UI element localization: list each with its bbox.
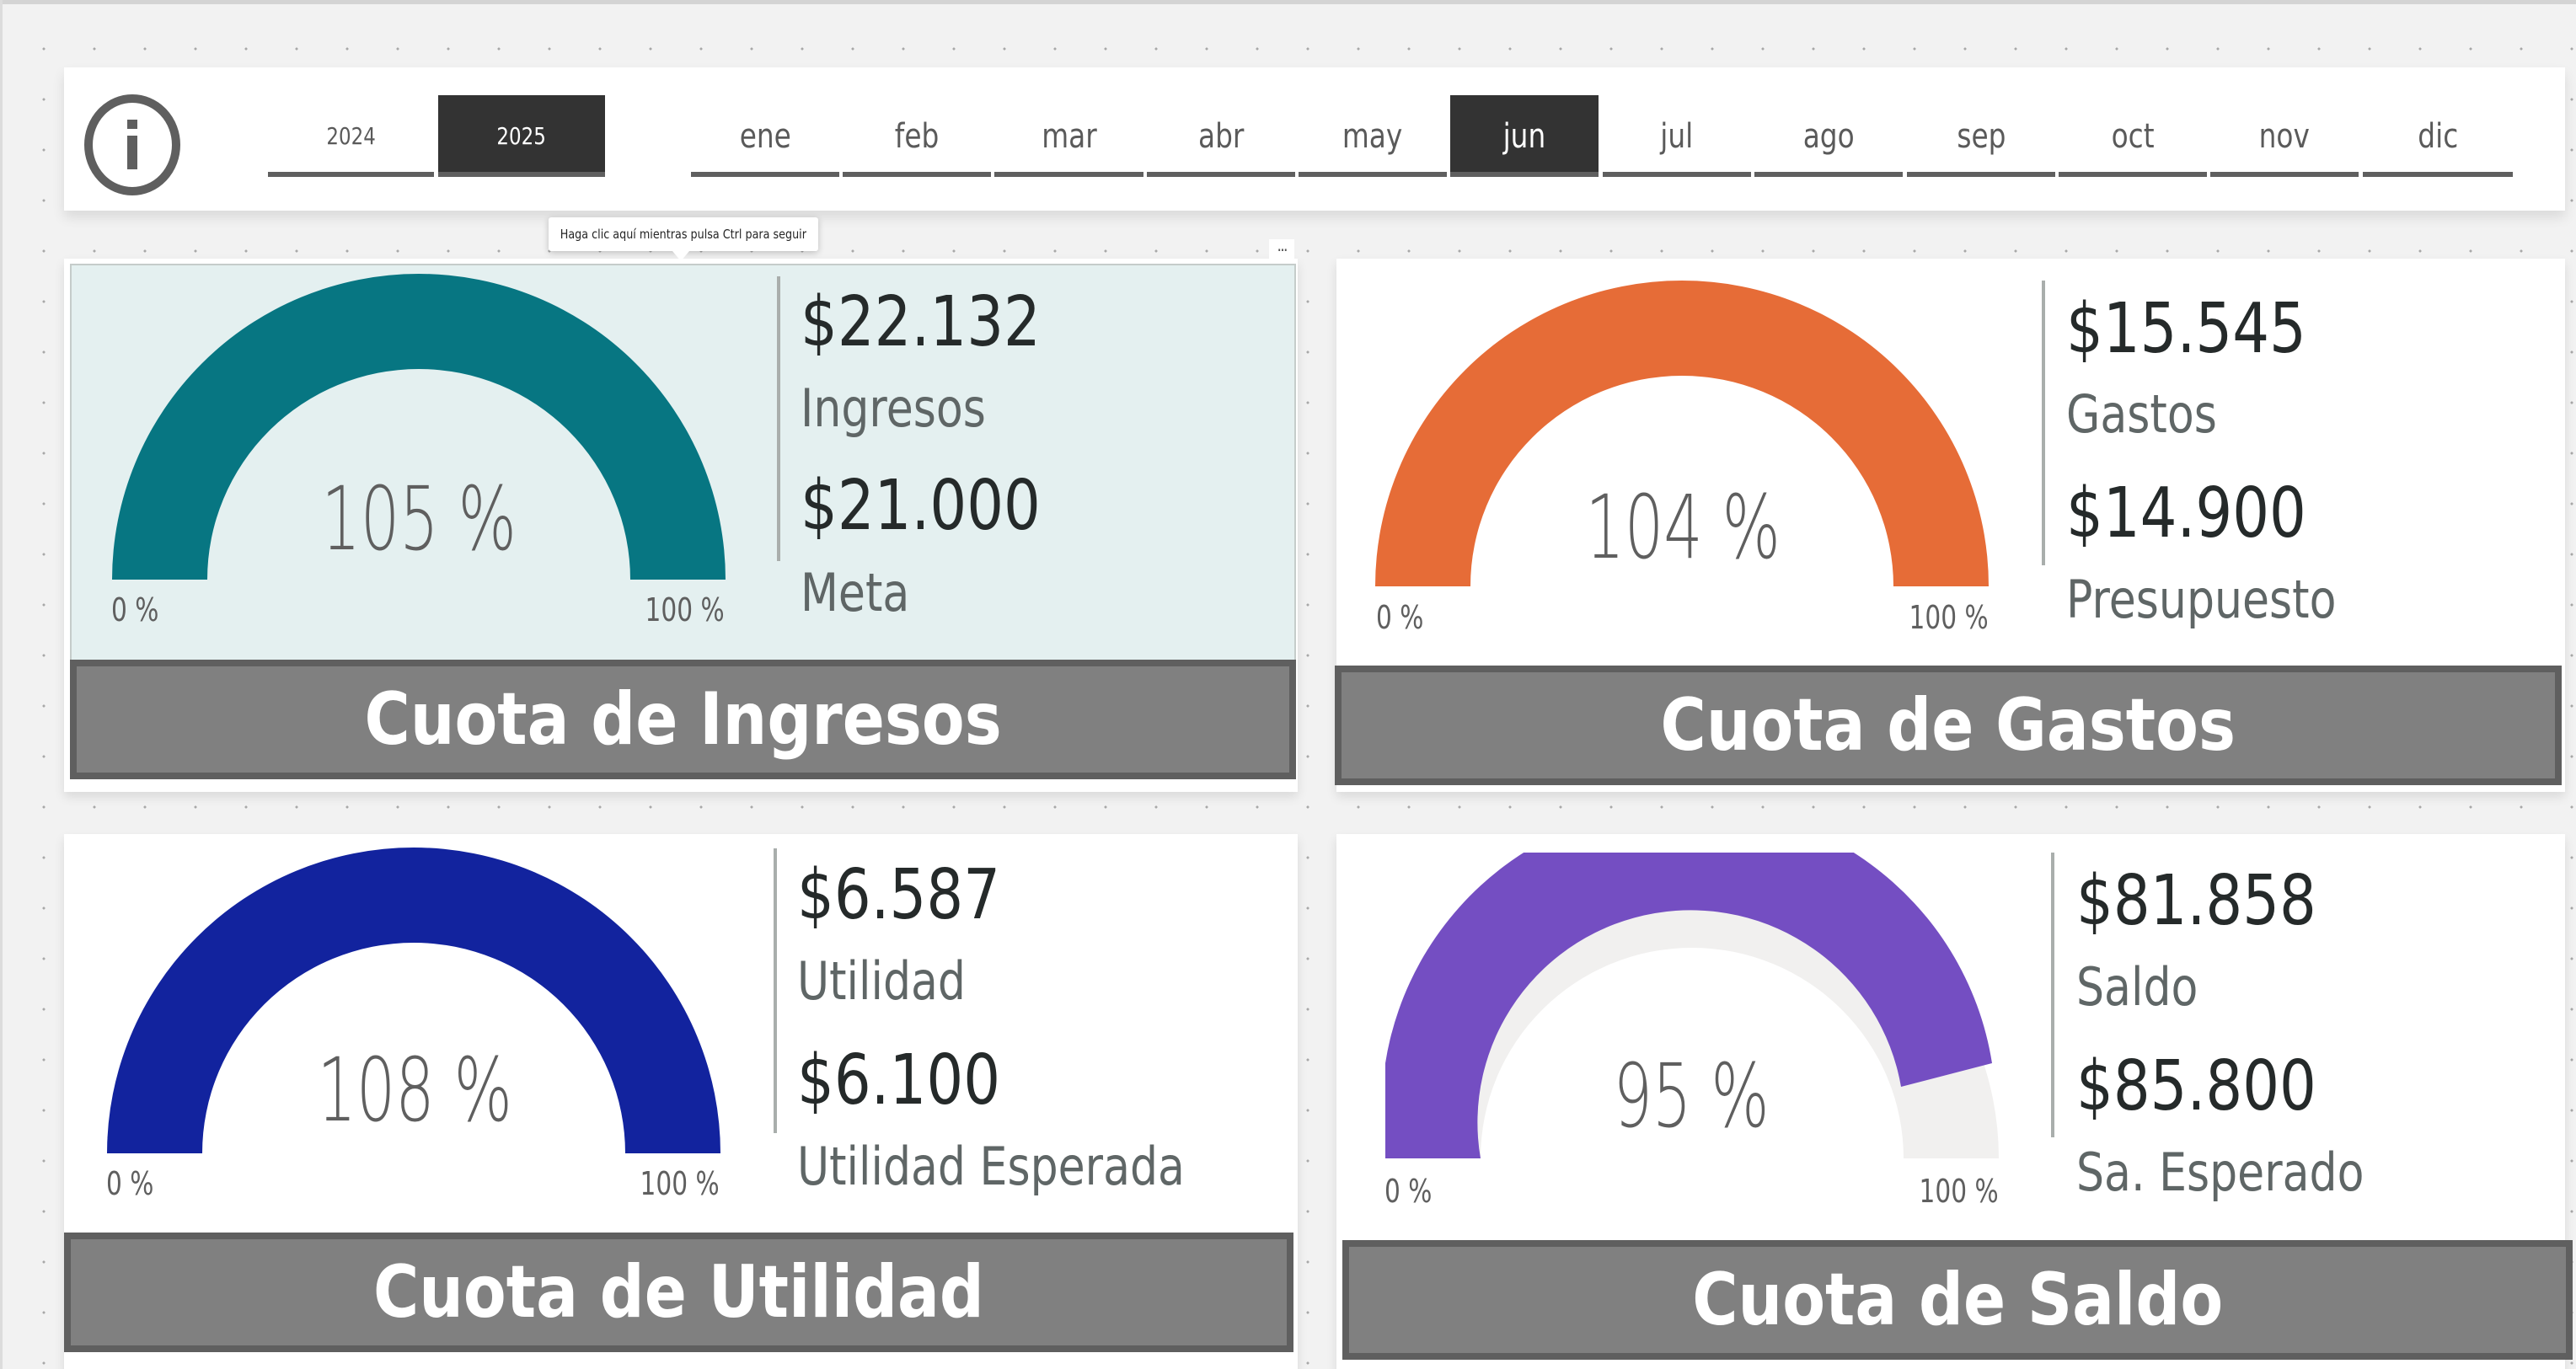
gauge-saldo[interactable] (1385, 853, 1999, 1161)
kpi-value-label: Ingresos (801, 377, 986, 439)
kpi-value: $81.858 (2076, 861, 2316, 941)
year-tile-2025[interactable]: 2025 (438, 95, 605, 177)
kpi-value: $22.132 (801, 282, 1041, 362)
month-label: ago (1802, 116, 1855, 156)
month-label: abr (1197, 116, 1245, 156)
month-label: dic (2418, 116, 2458, 156)
card-title-band: Cuota de Saldo (1342, 1240, 2573, 1360)
gauge-min-label: 0 % (111, 591, 159, 628)
gauge-min-label: 0 % (106, 1165, 154, 1202)
gauge-percent-label: 108 % (317, 1039, 512, 1142)
gauge-max-label: 100 % (640, 1165, 720, 1202)
kpi-target: $85.800 (2076, 1046, 2316, 1126)
gauge-gastos[interactable] (1375, 281, 1989, 589)
kpi-value-label: Gastos (2066, 383, 2217, 445)
month-tile-may[interactable]: may (1299, 95, 1447, 177)
gauge-min-label: 0 % (1384, 1173, 1433, 1210)
month-tile-ene[interactable]: ene (691, 95, 839, 177)
gauge-percent-label: 104 % (1585, 476, 1781, 579)
gauge-percent-label: 95 % (1613, 1045, 1770, 1147)
month-tile-abr[interactable]: abr (1147, 95, 1295, 177)
month-tile-oct[interactable]: oct (2059, 95, 2207, 177)
window-left-border (0, 0, 3, 1369)
card-title-band: Cuota de Gastos (1335, 666, 2562, 785)
window-top-border (0, 0, 2576, 4)
month-label: nov (2258, 116, 2311, 156)
info-circle-icon[interactable] (84, 94, 182, 195)
month-label: oct (2111, 116, 2155, 156)
year-label: 2024 (326, 122, 376, 150)
gauge-max-label: 100 % (645, 591, 725, 628)
gauge-ingresos[interactable] (112, 274, 726, 582)
gauge-percent-label: 105 % (321, 468, 517, 570)
month-label: jun (1502, 116, 1546, 156)
gauge-max-label: 100 % (1919, 1173, 1999, 1210)
kpi-value-label: Saldo (2076, 956, 2198, 1018)
month-label: feb (894, 116, 940, 156)
kpi-divider (2042, 281, 2045, 565)
more-options-button[interactable]: ... (1269, 237, 1294, 259)
month-label: sep (1956, 116, 2006, 156)
month-tile-mar[interactable]: mar (994, 95, 1143, 177)
month-tile-feb[interactable]: feb (843, 95, 991, 177)
month-tile-nov[interactable]: nov (2210, 95, 2359, 177)
month-label: may (1342, 116, 1403, 156)
month-label: jul (1660, 116, 1694, 156)
card-title-band: Cuota de Utilidad (64, 1233, 1293, 1352)
month-tile-jun[interactable]: jun (1450, 95, 1599, 177)
gauge-min-label: 0 % (1376, 599, 1424, 636)
kpi-target-label: Utilidad Esperada (797, 1136, 1185, 1197)
month-tile-ago[interactable]: ago (1754, 95, 1903, 177)
month-label: mar (1041, 116, 1097, 156)
card-title-band: Cuota de Ingresos (70, 660, 1296, 779)
kpi-target-label: Sa. Esperado (2076, 1142, 2364, 1203)
month-tile-dic[interactable]: dic (2363, 95, 2513, 177)
year-tile-2024[interactable]: 2024 (268, 95, 434, 177)
gauge-utilidad[interactable] (107, 848, 720, 1156)
kpi-target-label: Presupuesto (2066, 569, 2337, 630)
kpi-target: $14.900 (2066, 473, 2306, 553)
kpi-divider (774, 848, 777, 1133)
kpi-target-label: Meta (801, 562, 910, 623)
year-label: 2025 (496, 122, 547, 150)
month-tile-sep[interactable]: sep (1907, 95, 2055, 177)
more-options-icon: ... (1277, 235, 1288, 255)
kpi-value: $6.587 (797, 855, 1001, 935)
kpi-divider (2051, 853, 2054, 1137)
kpi-divider (777, 276, 780, 561)
kpi-target: $21.000 (801, 466, 1041, 546)
month-tile-jul[interactable]: jul (1603, 95, 1751, 177)
kpi-target: $6.100 (797, 1040, 1001, 1120)
kpi-value: $15.545 (2066, 289, 2306, 369)
month-label: ene (739, 116, 791, 156)
kpi-value-label: Utilidad (797, 950, 966, 1012)
ctrl-click-tooltip: Haga clic aquí mientras pulsa Ctrl para … (549, 217, 818, 261)
gauge-max-label: 100 % (1909, 599, 1989, 636)
